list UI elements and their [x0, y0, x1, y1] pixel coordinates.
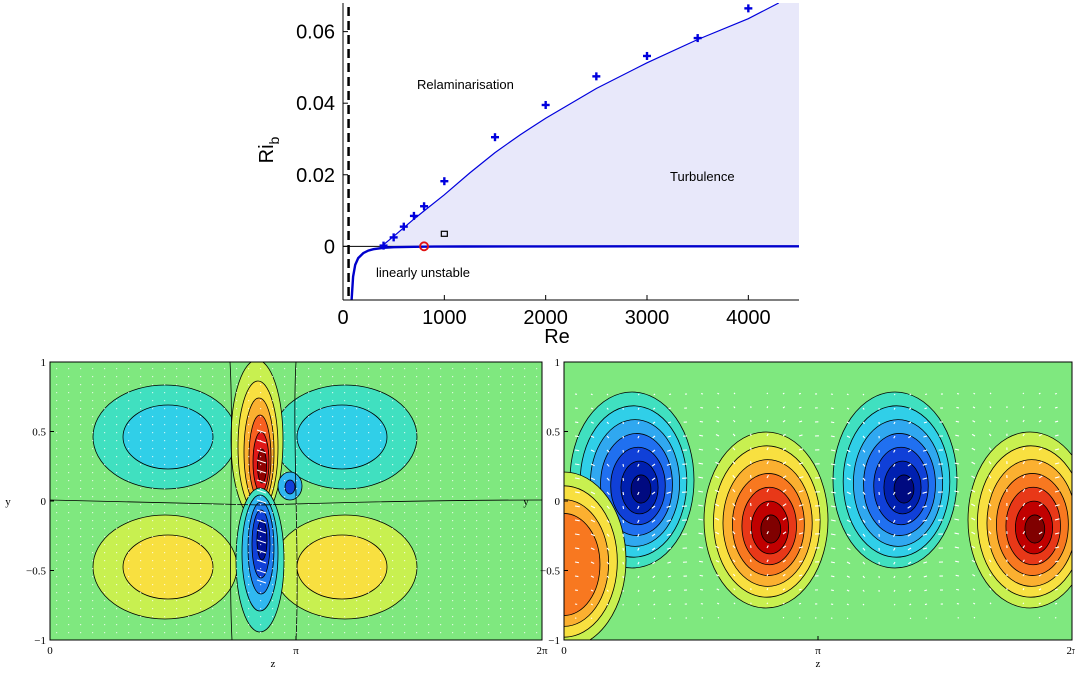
right-velocity-arrows	[574, 392, 1060, 620]
x-tick-label: 0	[561, 645, 567, 657]
x-ticks: 0 1000 2000 3000 4000	[337, 295, 771, 329]
y-axis-label-sub: b	[266, 136, 282, 144]
plus-marker	[440, 177, 449, 186]
annotation-turbulence: Turbulence	[670, 169, 735, 184]
left-contour-lobe	[296, 534, 388, 600]
y-tick-label: −0.5	[540, 566, 560, 578]
x-axis-label: Re	[544, 326, 570, 348]
right-axis-ticks: 0 π 2π 1 0.5 0 −0.5 −1	[540, 357, 1075, 657]
left-contour-core	[284, 479, 296, 495]
right-contour-blobs	[564, 391, 1072, 640]
y-tick-label: 0.06	[296, 22, 335, 44]
left-velocity-dots	[56, 368, 538, 634]
plus-marker	[409, 211, 418, 220]
left-contour-lobe	[122, 534, 214, 600]
left-contour-lobe	[122, 404, 214, 470]
left-axis-ticks: 0 π 2π 1 0.5 0 −0.5 −1	[26, 357, 548, 657]
y-tick-label: −0.5	[26, 566, 46, 578]
y-axis-label-main: Ri	[256, 144, 278, 163]
x-tick-label: 2π	[1066, 645, 1075, 657]
y-tick-label: 0	[555, 496, 561, 508]
y-axis-label: Rib	[256, 136, 282, 163]
x-tick-label: 0	[47, 645, 53, 657]
right-contour-plot: 0 π 2π 1 0.5 0 −0.5 −1 z y	[523, 357, 1075, 670]
plus-marker	[643, 51, 651, 60]
left-contour-line	[229, 362, 233, 640]
x-tick-label: 0	[337, 307, 348, 329]
right-y-axis-label: y	[523, 496, 529, 508]
plus-marker	[592, 72, 601, 81]
plus-marker	[399, 222, 408, 231]
x-tick-label: 1000	[422, 307, 467, 329]
x-tick-label: 4000	[726, 307, 771, 329]
y-tick-label: 0.5	[546, 427, 560, 439]
y-tick-label: 1	[41, 357, 47, 369]
y-tick-label: 0	[41, 496, 47, 508]
left-contour-plot: 0 π 2π 1 0.5 0 −0.5 −1 z y	[5, 357, 548, 670]
annotation-relaminarisation: Relaminarisation	[417, 77, 514, 92]
x-tick-label: 2000	[523, 307, 568, 329]
y-tick-label: −1	[548, 635, 560, 647]
y-tick-label: 1	[555, 357, 561, 369]
left-contour-core	[257, 448, 267, 484]
plus-marker	[491, 133, 499, 142]
plus-marker	[541, 100, 550, 109]
plus-marker	[379, 241, 388, 250]
y-tick-label: 0	[324, 236, 335, 258]
plus-marker	[420, 202, 429, 211]
y-tick-label: −1	[34, 635, 46, 647]
plus-marker	[744, 4, 753, 13]
x-tick-label: π	[815, 645, 821, 657]
axes-frame	[342, 3, 799, 301]
x-tick-label: 3000	[625, 307, 670, 329]
y-tick-label: 0.5	[32, 427, 46, 439]
left-x-axis-label: z	[271, 658, 276, 670]
plus-marker	[389, 233, 398, 242]
y-tick-label: 0.02	[296, 165, 335, 187]
right-x-axis-label: z	[816, 658, 821, 670]
open-square-marker	[440, 230, 448, 237]
x-tick-label: 2π	[536, 645, 548, 657]
plus-marker	[693, 34, 702, 43]
x-tick-label: π	[293, 645, 299, 657]
left-y-axis-label: y	[5, 496, 11, 508]
red-open-circle-marker	[419, 241, 429, 252]
turbulence-region	[381, 3, 799, 247]
y-ticks: 0 0.02 0.04 0.06	[296, 22, 348, 258]
annotation-linearly-unstable: linearly unstable	[376, 265, 470, 280]
data-markers	[379, 4, 753, 250]
fit-curve	[381, 3, 779, 247]
y-tick-label: 0.04	[296, 93, 335, 115]
stability-diagram: 0 1000 2000 3000 4000 0 0.02 0.04 0.06 Re Rib R…	[256, 3, 799, 348]
left-contour-lobe	[296, 404, 388, 470]
